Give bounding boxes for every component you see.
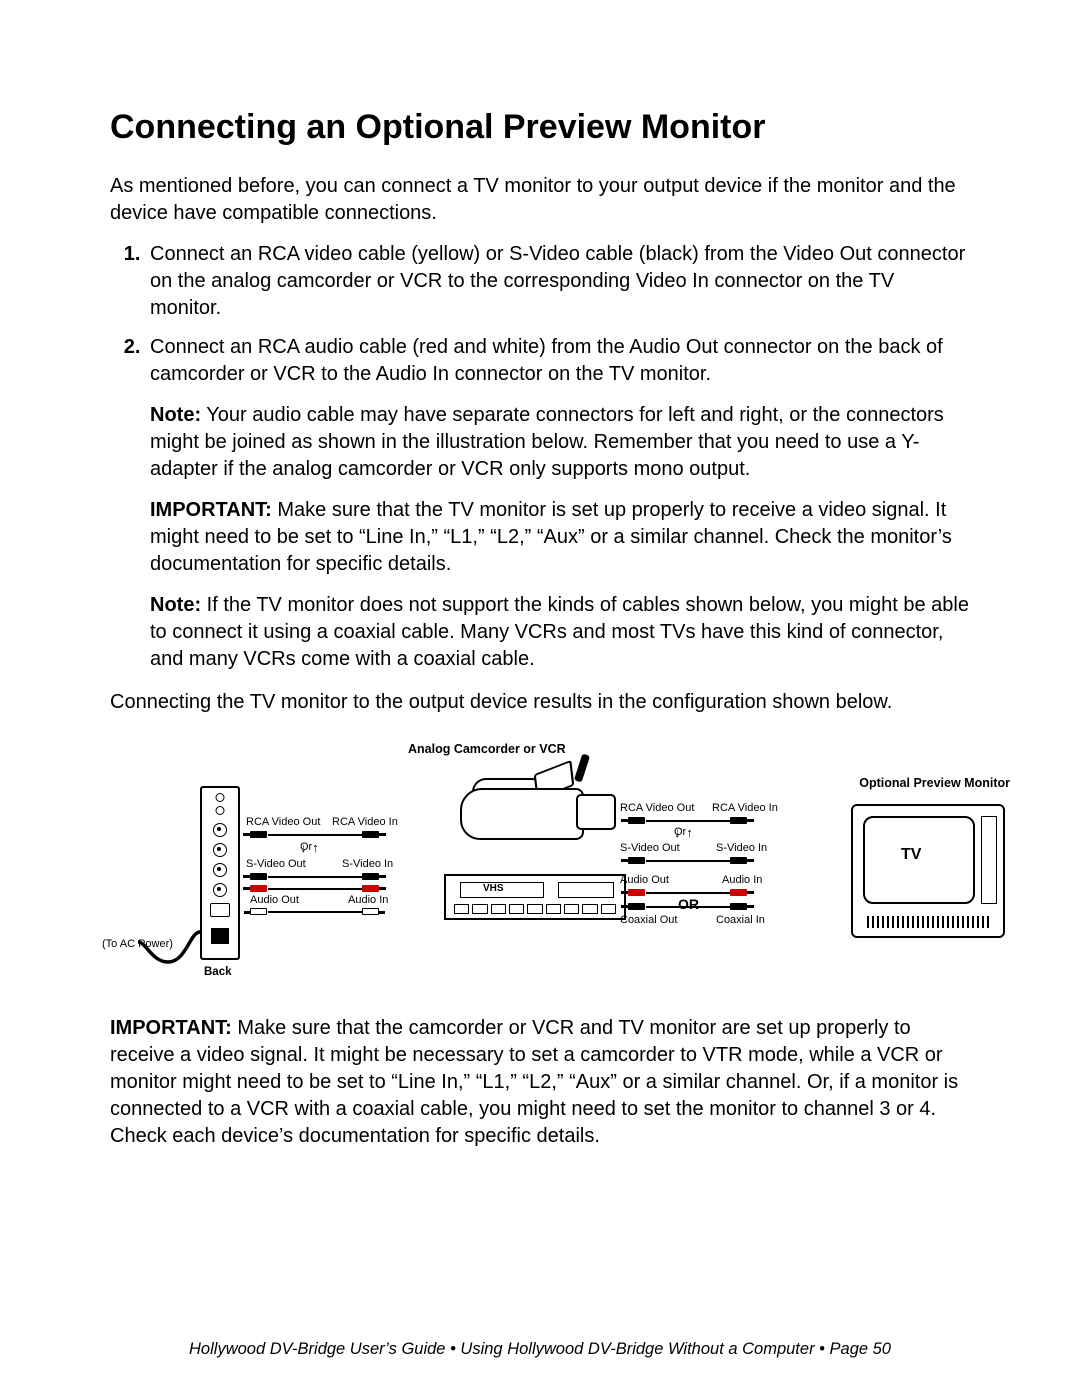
plug-icon <box>730 903 747 910</box>
tv-label: TV <box>901 846 921 864</box>
note-1-text: Your audio cable may have separate conne… <box>150 404 944 480</box>
page: Connecting an Optional Preview Monitor A… <box>0 0 1080 1397</box>
important-2-text: Make sure that the camcorder or VCR and … <box>110 1017 958 1147</box>
arrow-down-icon: ↓ <box>300 841 307 854</box>
r-sv-in: S-Video In <box>716 842 767 854</box>
cable-icon <box>646 892 730 894</box>
plug-icon <box>362 873 379 880</box>
important-1: IMPORTANT: Make sure that the TV monitor… <box>150 497 970 578</box>
important-2-label: IMPORTANT: <box>110 1017 232 1039</box>
connection-diagram: Analog Camcorder or VCR Optional Preview… <box>150 742 1010 997</box>
note-1-label: Note: <box>150 404 201 426</box>
plug-icon <box>730 857 747 864</box>
r-rca-in: RCA Video In <box>712 802 778 814</box>
cable-icon <box>646 860 730 862</box>
intro-paragraph: As mentioned before, you can connect a T… <box>110 173 970 227</box>
page-heading: Connecting an Optional Preview Monitor <box>110 108 970 147</box>
plug-icon <box>730 817 747 824</box>
step-2: Connect an RCA audio cable (red and whit… <box>146 334 970 673</box>
ac-power-label: (To AC Power) <box>102 938 173 950</box>
note-2-text: If the TV monitor does not support the k… <box>150 594 969 670</box>
step-2-text: Connect an RCA audio cable (red and whit… <box>150 336 943 385</box>
camcorder-icon <box>460 770 610 840</box>
plug-icon <box>250 831 267 838</box>
diagram-title-right: Optional Preview Monitor <box>859 776 1010 790</box>
plug-icon <box>250 873 267 880</box>
plug-icon <box>362 831 379 838</box>
r-rca-out: RCA Video Out <box>620 802 694 814</box>
important-1-label: IMPORTANT: <box>150 499 272 521</box>
cable-icon <box>268 876 362 878</box>
l-sv-out: S-Video Out <box>246 858 306 870</box>
or-label: ↓ Or ↑ <box>300 841 312 853</box>
page-footer: Hollywood DV-Bridge User’s Guide • Using… <box>0 1340 1080 1359</box>
big-or-label: OR <box>678 896 699 912</box>
cable-icon <box>646 820 730 822</box>
tv-icon: TV <box>851 804 1005 938</box>
plug-red-icon <box>362 885 379 892</box>
l-aud-in: Audio In <box>348 894 388 906</box>
power-cord-icon <box>138 918 208 988</box>
vcr-icon: VHS <box>444 874 626 920</box>
cable-icon <box>268 911 362 913</box>
after-paragraph: Connecting the TV monitor to the output … <box>110 689 970 716</box>
plug-white-icon <box>362 908 379 915</box>
diagram-title-top: Analog Camcorder or VCR <box>408 742 566 756</box>
cable-icon <box>268 888 362 890</box>
or-label: ↓ Or ↑ <box>674 826 686 838</box>
l-rca-in: RCA Video In <box>332 816 398 828</box>
note-2: Note: If the TV monitor does not support… <box>150 592 970 673</box>
l-sv-in: S-Video In <box>342 858 393 870</box>
step-1: Connect an RCA video cable (yellow) or S… <box>146 241 970 322</box>
plug-white-icon <box>250 908 267 915</box>
cable-icon <box>646 906 730 908</box>
r-aud-in: Audio In <box>722 874 762 886</box>
l-rca-out: RCA Video Out <box>246 816 320 828</box>
r-aud-out: Audio Out <box>620 874 669 886</box>
arrow-up-icon: ↑ <box>686 826 693 839</box>
r-coax-out: Coaxial Out <box>620 914 677 926</box>
plug-icon <box>628 817 645 824</box>
plug-icon <box>628 903 645 910</box>
plug-red-icon <box>250 885 267 892</box>
arrow-up-icon: ↑ <box>312 841 319 854</box>
r-sv-out: S-Video Out <box>620 842 680 854</box>
plug-red-icon <box>730 889 747 896</box>
cable-icon <box>268 834 362 836</box>
back-label: Back <box>204 966 232 978</box>
arrow-down-icon: ↓ <box>674 826 681 839</box>
vhs-label: VHS <box>483 883 504 894</box>
steps-list: Connect an RCA video cable (yellow) or S… <box>110 241 970 673</box>
plug-red-icon <box>628 889 645 896</box>
l-aud-out: Audio Out <box>250 894 299 906</box>
important-2: IMPORTANT: Make sure that the camcorder … <box>110 1015 970 1150</box>
note-2-label: Note: <box>150 594 201 616</box>
plug-icon <box>628 857 645 864</box>
note-1: Note: Your audio cable may have separate… <box>150 402 970 483</box>
r-coax-in: Coaxial In <box>716 914 765 926</box>
